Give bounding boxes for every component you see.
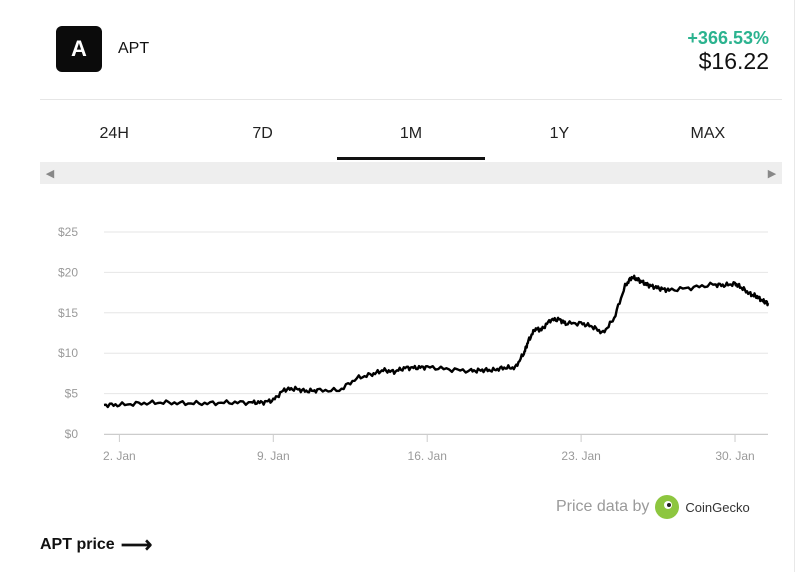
price-chart: $0 $5 $10 $15 $20 $25 2. Jan 9. Jan 16. Jan 23. J… — [58, 225, 770, 463]
y-tick-label: $5 — [65, 387, 79, 401]
x-tick-label: 9. Jan — [257, 449, 290, 463]
credit-brand: CoinGecko — [685, 499, 750, 515]
price-series-line — [103, 274, 770, 409]
coingecko-logo-icon — [655, 495, 680, 519]
chart-scrollbar[interactable]: ◀ ▶ — [40, 162, 782, 184]
tab-7d[interactable]: 7D — [252, 125, 273, 142]
tab-1m[interactable]: 1M — [336, 112, 486, 160]
x-tick-label: 16. Jan — [408, 449, 447, 463]
y-tick-label: $10 — [58, 346, 78, 360]
tab-1y[interactable]: 1Y — [549, 125, 570, 142]
coin-logo: A — [56, 26, 102, 72]
y-tick-label: $0 — [65, 427, 79, 441]
x-tick-label: 23. Jan — [561, 449, 600, 463]
current-price: $16.22 — [698, 48, 769, 74]
credit-label: Price data by — [556, 498, 650, 515]
price-change: +366.53% — [687, 28, 769, 48]
panel-border — [794, 0, 795, 572]
right-arrow-icon: ⟶ — [120, 532, 153, 557]
y-tick-label: $15 — [58, 306, 78, 320]
x-tick-label: 30. Jan — [715, 449, 754, 463]
scroll-left-arrow-icon[interactable]: ◀ — [45, 167, 55, 180]
scroll-right-arrow-icon[interactable]: ▶ — [767, 167, 777, 180]
apt-price-link[interactable]: APT price ⟶ — [40, 532, 153, 557]
x-tick-label: 2. Jan — [103, 449, 136, 463]
header-divider — [40, 99, 782, 100]
y-tick-label: $20 — [58, 265, 78, 279]
coin-ticker: APT — [118, 40, 150, 57]
footer-label: APT price — [40, 536, 115, 553]
timeframe-tabs: 24H 7D 1M 1Y MAX — [40, 112, 782, 160]
y-tick-label: $25 — [58, 225, 78, 239]
price-credit[interactable]: Price data by CoinGecko — [556, 493, 750, 521]
tab-max[interactable]: MAX — [690, 125, 726, 142]
tab-24h[interactable]: 24H — [99, 125, 129, 142]
